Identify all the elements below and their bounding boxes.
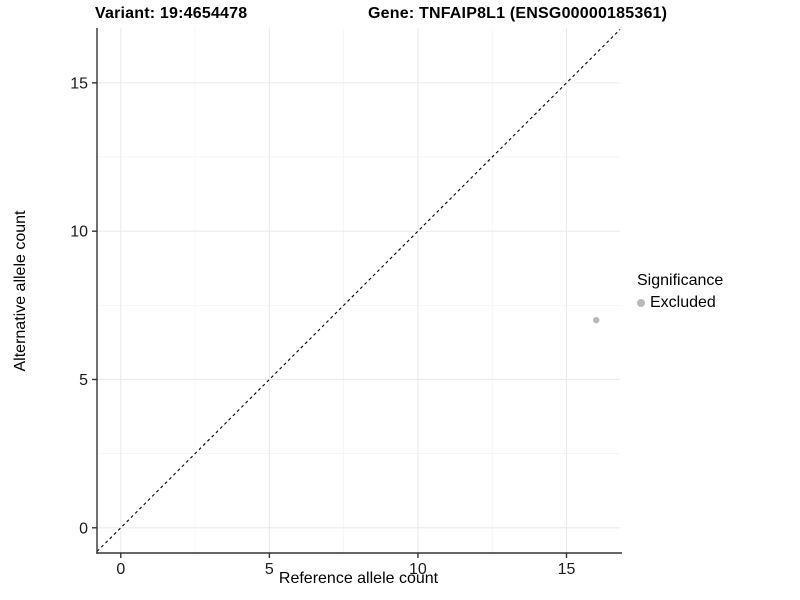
y-tick-label: 0 — [79, 520, 88, 537]
x-tick-label: 0 — [116, 561, 125, 578]
x-tick-label: 15 — [558, 561, 576, 578]
data-point — [593, 316, 600, 324]
y-tick-label: 10 — [70, 224, 88, 241]
x-tick-label: 10 — [409, 561, 427, 578]
legend-title: Significance — [637, 272, 724, 289]
x-tick-label: 5 — [265, 561, 274, 578]
variant-title: Variant: 19:4654478 — [95, 5, 248, 22]
gene-title: Gene: TNFAIP8L1 (ENSG00000185361) — [368, 5, 668, 22]
y-axis-label: Alternative allele count — [12, 210, 29, 372]
x-axis-label: Reference allele count — [278, 570, 439, 587]
y-tick-label: 15 — [70, 75, 88, 92]
legend-entry-label: Excluded — [650, 294, 716, 311]
y-tick-label: 5 — [79, 372, 88, 389]
legend: Significance Excluded — [637, 272, 723, 312]
legend-entry-excluded: Excluded — [637, 294, 723, 312]
identity-dashed-line — [96, 29, 621, 552]
legend-key-dot-icon — [637, 299, 645, 307]
